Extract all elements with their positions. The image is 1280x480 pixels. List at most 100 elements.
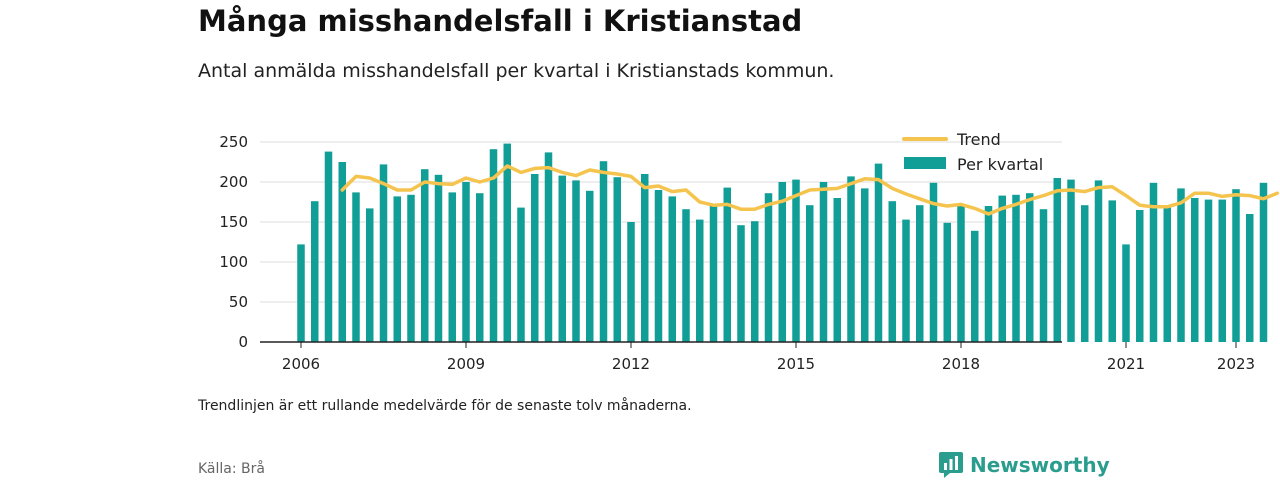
legend-bar-label: Per kvartal bbox=[957, 155, 1043, 174]
bar bbox=[1246, 214, 1254, 342]
x-tick-label: 2023 bbox=[1217, 355, 1255, 373]
bar bbox=[929, 182, 938, 342]
bar bbox=[489, 149, 498, 342]
axes: 0 50 100 150 200 250 2006 2009 2012 2015 2018 2021 2… bbox=[219, 133, 1255, 373]
bar bbox=[503, 143, 511, 342]
chart-subtitle: Antal anmälda misshandelsfall per kvarta… bbox=[198, 60, 835, 82]
bar bbox=[1108, 200, 1116, 342]
newsworthy-logo-icon bbox=[939, 452, 963, 478]
bar bbox=[1163, 205, 1171, 342]
bar bbox=[393, 196, 401, 342]
bar bbox=[517, 207, 525, 342]
bar bbox=[627, 222, 635, 342]
bar-series bbox=[297, 143, 1268, 342]
bar bbox=[338, 162, 346, 342]
bar bbox=[888, 201, 896, 342]
chart-title: Många misshandelsfall i Kristianstad bbox=[198, 4, 803, 38]
bar bbox=[1232, 189, 1240, 342]
legend: Trend Per kvartal bbox=[902, 130, 1043, 174]
y-tick-label: 150 bbox=[219, 213, 248, 231]
trend-line bbox=[340, 164, 1279, 216]
x-tick-label: 2006 bbox=[282, 355, 320, 373]
bar bbox=[861, 188, 869, 342]
bar bbox=[943, 222, 951, 342]
bar bbox=[1081, 205, 1089, 342]
bar bbox=[1177, 188, 1185, 342]
bar bbox=[462, 182, 470, 342]
bar bbox=[998, 195, 1006, 342]
bar bbox=[1149, 182, 1158, 342]
y-tick-label: 50 bbox=[229, 293, 248, 311]
bar bbox=[558, 175, 566, 342]
bar bbox=[902, 219, 910, 342]
y-tick-label: 0 bbox=[238, 333, 248, 351]
bar bbox=[586, 190, 594, 342]
bar bbox=[654, 190, 663, 342]
legend-bar-swatch bbox=[904, 157, 946, 169]
bar bbox=[874, 163, 883, 342]
bar bbox=[1094, 180, 1103, 342]
bar bbox=[448, 192, 456, 342]
bar bbox=[613, 177, 621, 342]
y-tick-label: 250 bbox=[219, 133, 248, 151]
bar bbox=[971, 230, 979, 342]
bar bbox=[1039, 209, 1048, 342]
bar bbox=[682, 209, 690, 342]
bar bbox=[352, 192, 360, 342]
bar bbox=[916, 205, 924, 342]
bar bbox=[696, 219, 704, 342]
bar bbox=[1191, 198, 1199, 342]
bar bbox=[709, 206, 718, 342]
bar bbox=[723, 187, 731, 342]
bar bbox=[1136, 210, 1144, 342]
bar bbox=[1012, 194, 1020, 342]
bar bbox=[1218, 199, 1226, 342]
bar bbox=[379, 164, 388, 342]
bar bbox=[984, 206, 993, 342]
bar bbox=[599, 161, 608, 342]
bar bbox=[572, 180, 580, 342]
bar bbox=[737, 225, 745, 342]
bar bbox=[1053, 178, 1061, 342]
bar bbox=[819, 182, 828, 342]
bar bbox=[1122, 244, 1130, 342]
brand-name: Newsworthy bbox=[970, 453, 1110, 477]
bar bbox=[1259, 182, 1268, 342]
bar bbox=[668, 196, 676, 342]
x-tick-label: 2018 bbox=[942, 355, 980, 373]
bar bbox=[421, 169, 429, 342]
bar bbox=[1204, 199, 1213, 342]
bar bbox=[476, 193, 484, 342]
bar bbox=[434, 174, 443, 342]
bar bbox=[297, 244, 305, 342]
bar bbox=[324, 151, 333, 342]
bar bbox=[806, 205, 814, 342]
bar bbox=[407, 194, 415, 342]
bar bbox=[1067, 179, 1075, 342]
bar bbox=[366, 208, 374, 342]
source-label: Källa: Brå bbox=[198, 461, 265, 477]
x-tick-label: 2015 bbox=[777, 355, 815, 373]
chart-area: 0 50 100 150 200 250 2006 2009 2012 2015 2018 2021 2… bbox=[219, 130, 1279, 373]
x-tick-label: 2021 bbox=[1107, 355, 1145, 373]
brand-logo[interactable]: Newsworthy bbox=[938, 450, 1110, 480]
y-tick-label: 100 bbox=[219, 253, 248, 271]
x-tick-label: 2012 bbox=[612, 355, 650, 373]
footnote: Trendlinjen är ett rullande medelvärde f… bbox=[198, 398, 692, 414]
bar bbox=[311, 201, 319, 342]
trend-series bbox=[340, 164, 1279, 216]
bar bbox=[764, 193, 773, 342]
bar bbox=[957, 204, 965, 342]
x-tick-label: 2009 bbox=[447, 355, 485, 373]
bar bbox=[544, 152, 553, 342]
bar bbox=[792, 179, 800, 342]
bar bbox=[751, 221, 759, 342]
y-tick-label: 200 bbox=[219, 173, 248, 191]
bar bbox=[833, 198, 841, 342]
bar bbox=[778, 182, 786, 342]
bar bbox=[1026, 193, 1034, 342]
bar bbox=[531, 174, 539, 342]
bar bbox=[847, 176, 855, 342]
legend-trend-label: Trend bbox=[956, 130, 1001, 149]
bar bbox=[641, 174, 649, 342]
